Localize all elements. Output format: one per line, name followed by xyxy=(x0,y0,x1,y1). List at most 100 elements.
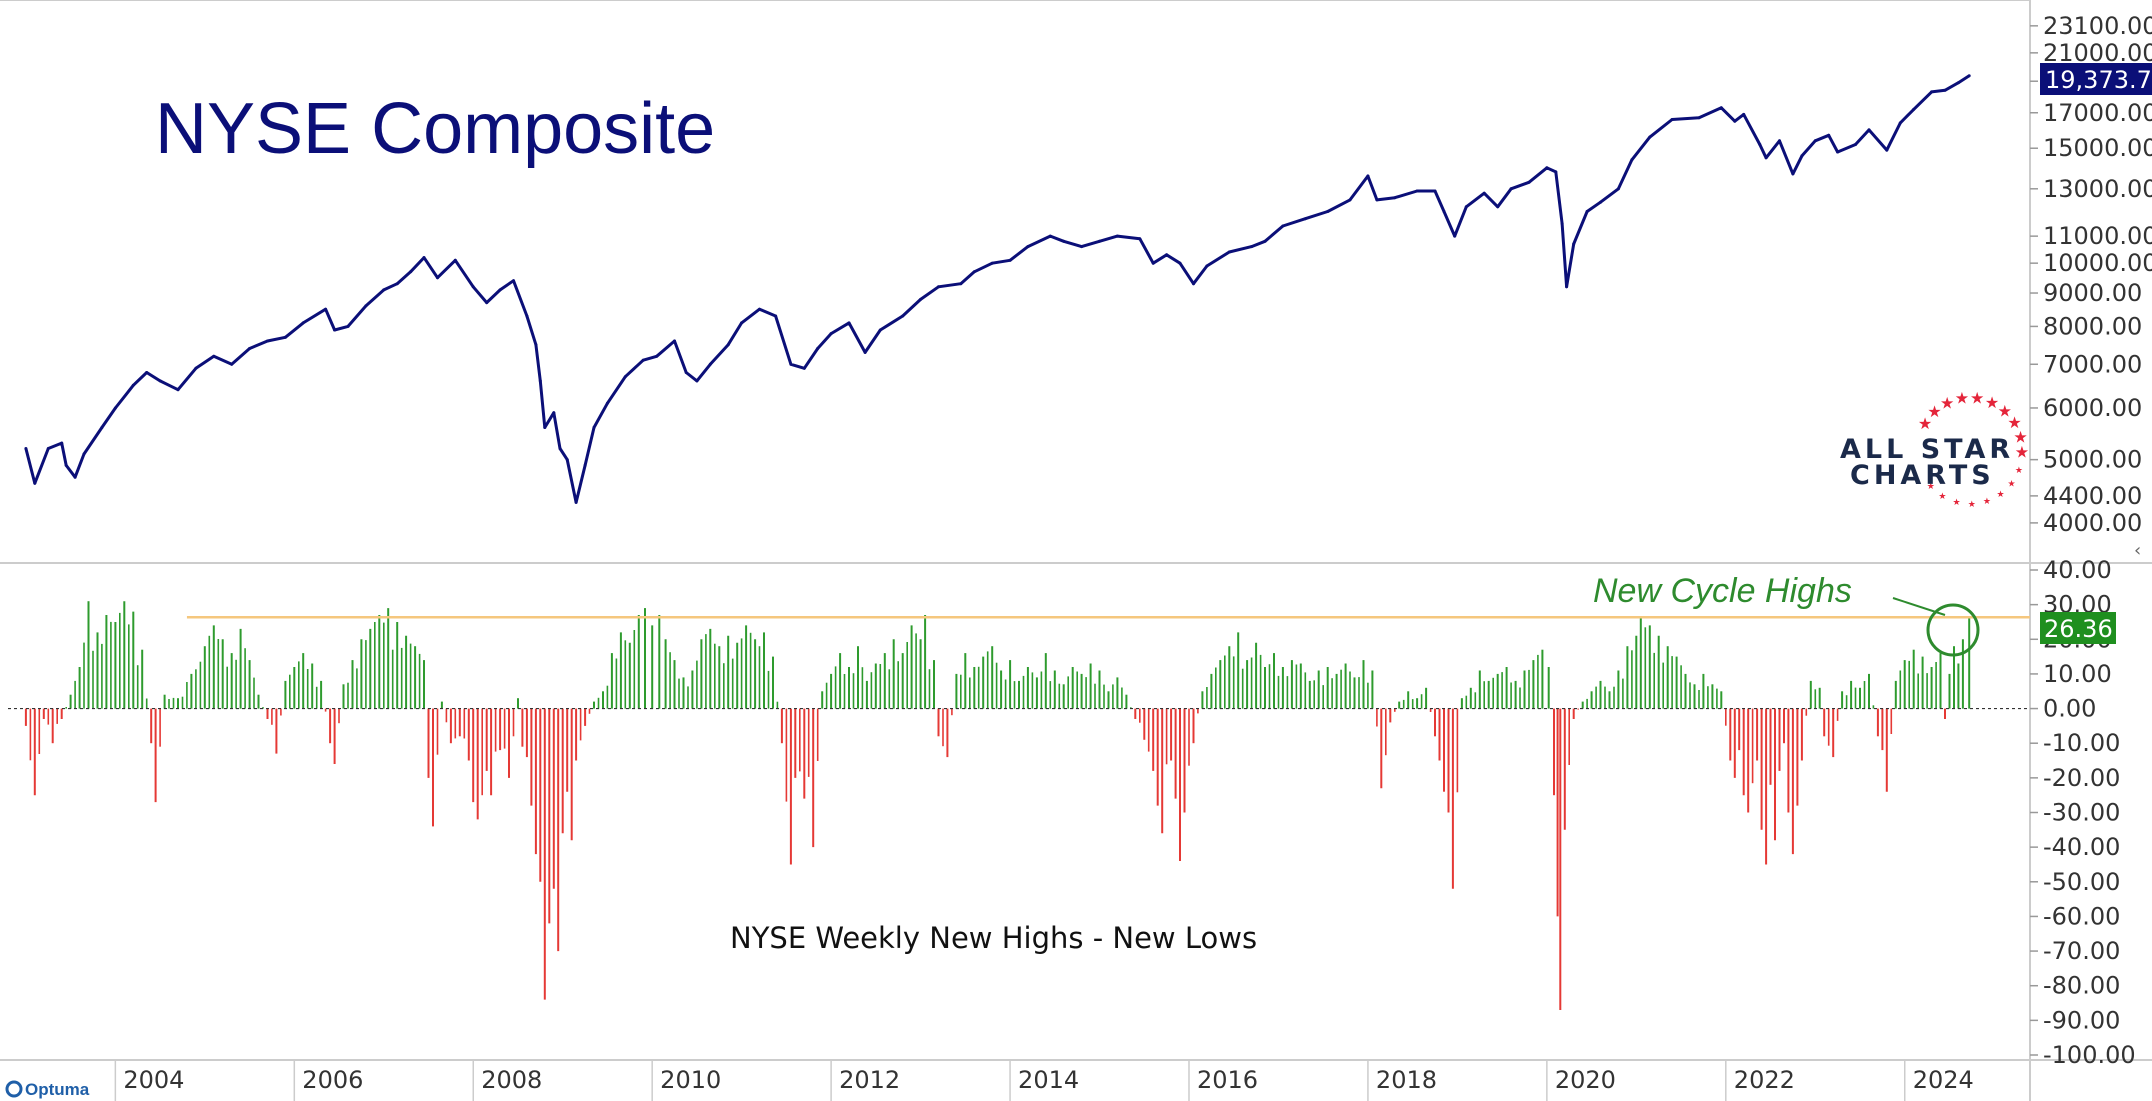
price-point xyxy=(802,366,806,370)
logo-star: ★ xyxy=(1955,389,1969,408)
price-point xyxy=(395,282,399,286)
lower-axis-label: -100.00 xyxy=(2043,1041,2136,1069)
price-point xyxy=(1348,198,1352,202)
price-point xyxy=(1854,143,1857,146)
price-point xyxy=(471,285,475,289)
price-point xyxy=(1670,118,1674,121)
price-point xyxy=(145,371,149,374)
all-star-charts-logo: ★★★ ★ ★ ★★★★★★★★★★★★★ ALL STAR CHARTS xyxy=(1840,389,2029,511)
price-point xyxy=(525,314,529,318)
optuma-label: Optuma xyxy=(25,1080,90,1099)
x-axis-label: 2016 xyxy=(1197,1066,1258,1094)
price-point xyxy=(1115,234,1119,238)
upper-axis-label: 23100.00 xyxy=(2043,12,2152,40)
logo-star: ★ xyxy=(1985,393,1999,412)
x-axis-label: 2006 xyxy=(302,1066,363,1094)
price-point xyxy=(1151,261,1155,265)
price-point xyxy=(1062,239,1066,243)
x-axis-label: 2024 xyxy=(1913,1066,1974,1094)
price-point xyxy=(1943,88,1947,92)
last-value-label: 26.36 xyxy=(2044,615,2113,643)
x-axis-label: 2014 xyxy=(1018,1066,1079,1094)
price-point xyxy=(1565,285,1569,289)
logo-star: ★ xyxy=(1997,490,2005,500)
price-point xyxy=(1415,189,1419,193)
x-axis-label: 2010 xyxy=(660,1066,721,1094)
price-point xyxy=(1956,81,1960,85)
price-point xyxy=(230,362,234,366)
price-point xyxy=(655,354,659,358)
upper-axis-label: 17000.00 xyxy=(2043,99,2152,127)
price-point xyxy=(1912,107,1916,111)
price-point xyxy=(726,343,730,347)
lower-axis-label: -50.00 xyxy=(2043,868,2120,896)
logo-star: ★ xyxy=(2015,443,2029,462)
price-point xyxy=(558,447,562,450)
price-point xyxy=(708,362,712,366)
price-point xyxy=(1545,166,1549,170)
lower-axis-label: -30.00 xyxy=(2043,799,2120,827)
chart-title: NYSE Composite xyxy=(155,89,715,169)
price-point xyxy=(1758,143,1762,146)
price-point xyxy=(1560,222,1564,225)
allstar-line2: CHARTS xyxy=(1850,460,1995,491)
lower-axis-label: -60.00 xyxy=(2043,902,2120,930)
price-point xyxy=(512,279,515,283)
price-point xyxy=(1393,196,1397,200)
price-point xyxy=(1616,187,1620,191)
price-point xyxy=(1080,245,1084,249)
logo-star: ★ xyxy=(1968,500,1976,510)
price-point xyxy=(1048,234,1052,238)
upper-axis-label: 4400.00 xyxy=(2043,482,2142,510)
price-point xyxy=(1867,128,1871,132)
price-point xyxy=(695,379,699,383)
logo-star: ★ xyxy=(1938,492,1946,502)
logo-star: ★ xyxy=(1952,498,1960,508)
lower-axis-label: -10.00 xyxy=(2043,729,2120,757)
price-point xyxy=(1967,74,1971,78)
price-point xyxy=(552,411,556,415)
price-point xyxy=(194,366,198,370)
price-point xyxy=(1554,170,1558,174)
price-point xyxy=(1697,116,1701,120)
price-point xyxy=(1599,200,1602,204)
last-price-label: 19,373.74 xyxy=(2045,66,2152,94)
upper-axis-label: 11000.00 xyxy=(2043,222,2152,250)
price-point xyxy=(176,388,180,392)
upper-axis-label: 10000.00 xyxy=(2043,249,2152,277)
price-point xyxy=(324,307,328,311)
price-point xyxy=(1585,210,1589,213)
price-point xyxy=(789,362,793,366)
price-point xyxy=(1098,239,1101,243)
price-point xyxy=(1930,90,1934,94)
x-axis-label: 2020 xyxy=(1555,1066,1616,1094)
upper-axis-label: 9000.00 xyxy=(2043,279,2142,307)
price-point xyxy=(623,375,627,379)
price-point xyxy=(1719,106,1723,110)
scroll-left-icon[interactable]: ‹ xyxy=(2134,540,2141,561)
price-point xyxy=(684,371,688,374)
price-point xyxy=(1375,198,1379,202)
time-axis: 2004 2006 2008 2010 2012 2014 2016 2018 2020 2022… xyxy=(114,1060,1974,1101)
x-axis-label: 2012 xyxy=(839,1066,900,1094)
upper-axis-label: 6000.00 xyxy=(2043,394,2142,422)
upper-axis-label: 8000.00 xyxy=(2043,312,2142,340)
price-point xyxy=(1898,121,1902,125)
upper-axis-label: 7000.00 xyxy=(2043,350,2142,378)
price-point xyxy=(485,301,489,305)
price-point xyxy=(829,332,833,336)
price-point xyxy=(82,452,86,456)
upper-axis-label: 15000.00 xyxy=(2043,134,2152,162)
price-point xyxy=(990,261,994,265)
price-point xyxy=(1165,253,1169,257)
price-point xyxy=(1281,224,1285,228)
price-point xyxy=(1885,148,1889,152)
optuma-brand: Optuma xyxy=(5,1080,90,1099)
last-price-badge: 19,373.74 xyxy=(2040,63,2152,95)
price-point xyxy=(1742,112,1746,116)
logo-star: ★ xyxy=(1918,414,1932,433)
price-point xyxy=(364,304,368,308)
upper-price-axis: 23100.0021000.0019000.0017000.0015000.00… xyxy=(2030,12,2152,537)
price-point xyxy=(346,324,350,328)
